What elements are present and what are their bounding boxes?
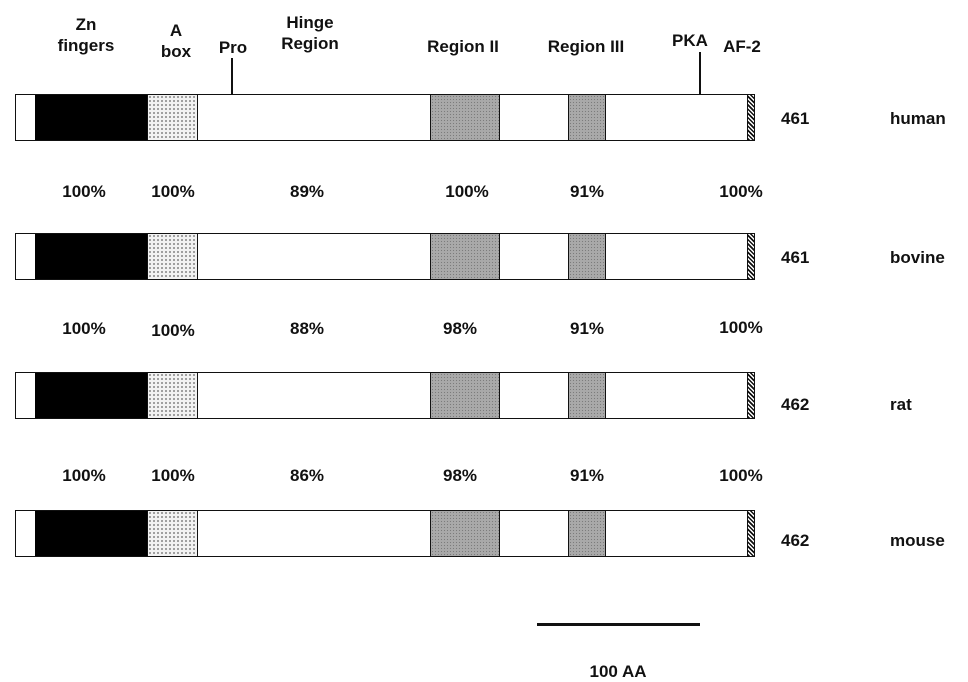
protein-bar-rat [15, 372, 755, 419]
identity-region-iii: 91% [569, 319, 605, 338]
region-ii-segment [430, 234, 500, 279]
scale-bar-label: 100 AA [589, 662, 647, 681]
zn-fingers-segment [35, 511, 166, 556]
identity-region-iii: 91% [569, 182, 605, 201]
scale-bar [537, 623, 700, 626]
a-box-segment [147, 95, 198, 140]
zn-fingers-segment [35, 234, 166, 279]
species-label: bovine [890, 248, 945, 267]
a-box-segment [147, 511, 198, 556]
a-box-segment [147, 373, 198, 418]
region-ii-segment [430, 373, 500, 418]
identity-af2: 100% [719, 318, 763, 337]
af2-label: AF-2 [723, 37, 761, 56]
identity-region-ii: 98% [442, 319, 478, 338]
identity-zn-fingers: 100% [62, 319, 106, 338]
identity-zn-fingers: 100% [62, 466, 106, 485]
hinge-region-label: Hinge Region [281, 13, 339, 53]
protein-length: 462 [781, 531, 810, 550]
identity-a-box: 100% [151, 466, 195, 485]
region-iii-segment [568, 234, 606, 279]
species-label: rat [890, 395, 912, 414]
protein-length: 462 [781, 395, 810, 414]
zn-fingers-segment [35, 373, 166, 418]
region-ii-segment [430, 511, 500, 556]
region-ii-segment [430, 95, 500, 140]
af2-segment [747, 373, 754, 418]
identity-hinge: 89% [289, 182, 325, 201]
zn-fingers-label: Zn fingers [57, 15, 115, 55]
protein-bar-mouse [15, 510, 755, 557]
af2-segment [747, 234, 754, 279]
protein-bar-human [15, 94, 755, 141]
af2-segment [747, 95, 754, 140]
region-iii-segment [568, 95, 606, 140]
region-iii-segment [568, 511, 606, 556]
identity-region-ii: 100% [445, 182, 489, 201]
protein-length: 461 [781, 109, 810, 128]
identity-hinge: 88% [289, 319, 325, 338]
identity-region-ii: 98% [442, 466, 478, 485]
identity-af2: 100% [719, 466, 763, 485]
a-box-label: A box [160, 21, 192, 61]
pro-label: Pro [218, 38, 248, 57]
pka-label: PKA [672, 31, 708, 50]
identity-a-box: 100% [151, 321, 195, 340]
zn-fingers-segment [35, 95, 166, 140]
region-ii-label: Region II [427, 37, 499, 56]
identity-hinge: 86% [289, 466, 325, 485]
protein-bar-bovine [15, 233, 755, 280]
pka-tick [699, 52, 701, 94]
species-label: human [890, 109, 946, 128]
protein-length: 461 [781, 248, 810, 267]
pro-tick [231, 58, 233, 94]
species-label: mouse [890, 531, 945, 550]
identity-af2: 100% [719, 182, 763, 201]
a-box-segment [147, 234, 198, 279]
af2-segment [747, 511, 754, 556]
region-iii-label: Region III [547, 37, 625, 56]
identity-a-box: 100% [151, 182, 195, 201]
identity-region-iii: 91% [569, 466, 605, 485]
identity-zn-fingers: 100% [62, 182, 106, 201]
region-iii-segment [568, 373, 606, 418]
